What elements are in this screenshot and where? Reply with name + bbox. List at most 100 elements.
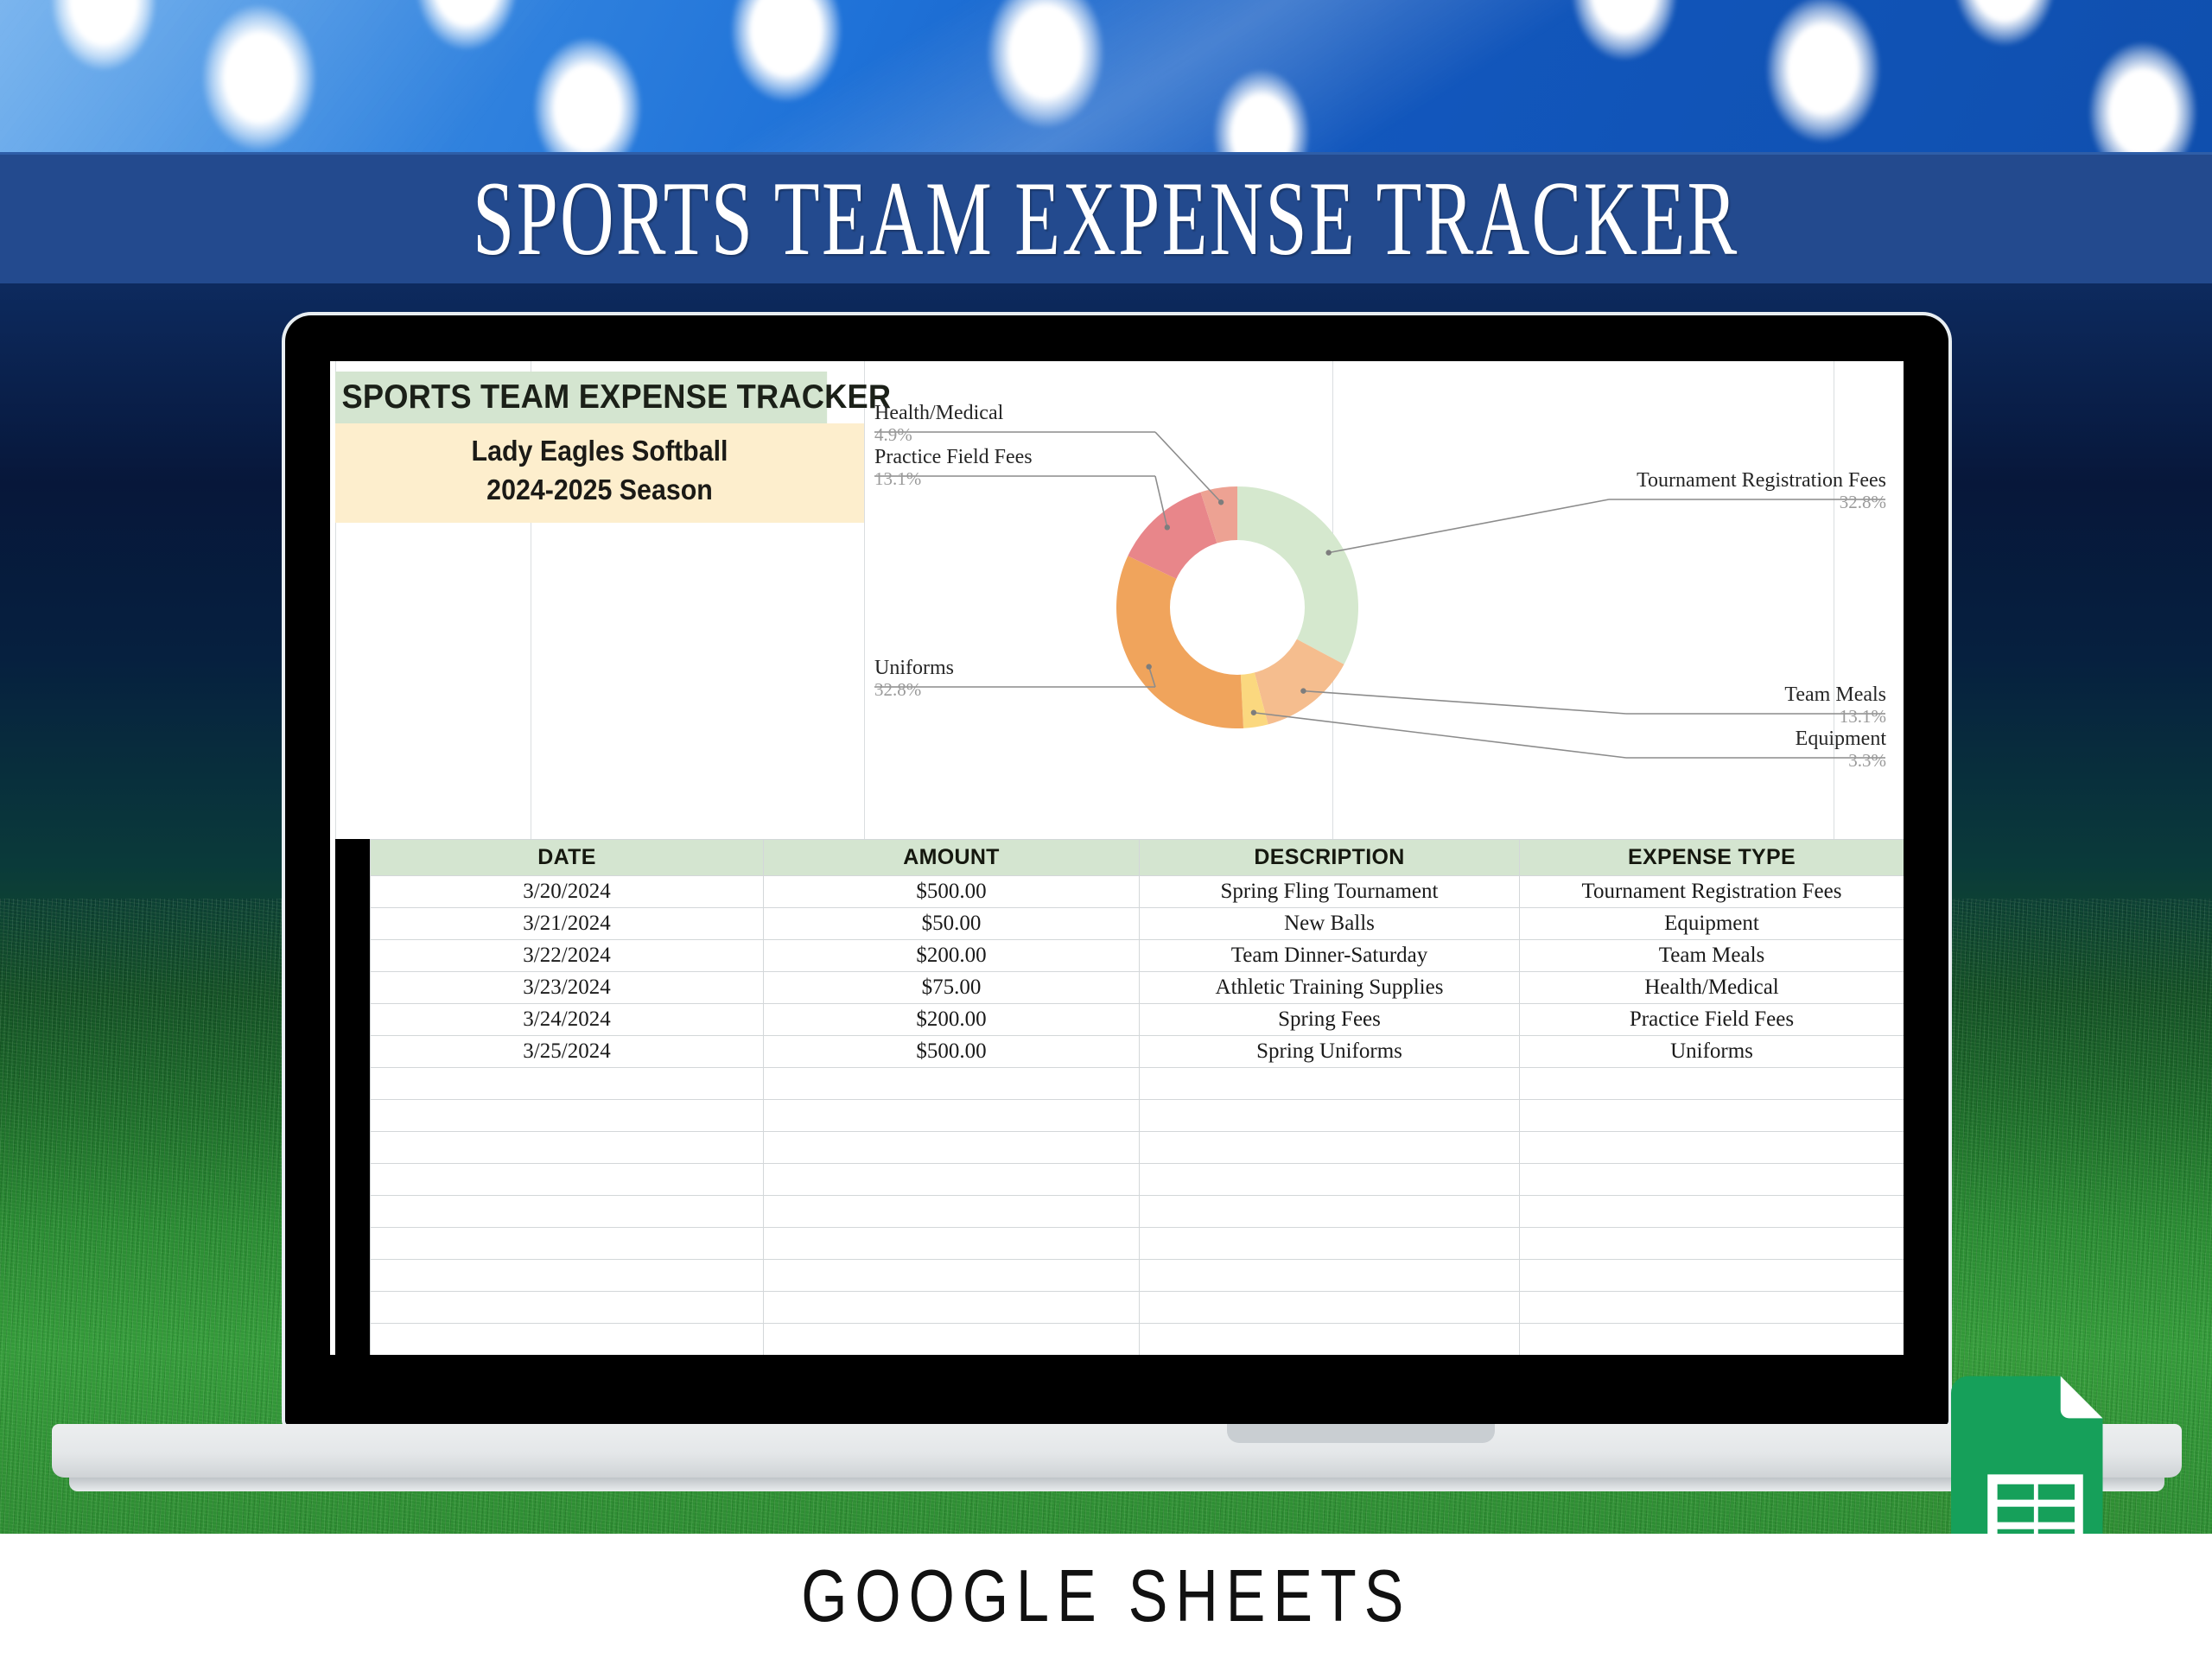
table-row-empty[interactable]	[370, 1131, 1904, 1164]
table-cell-empty[interactable]	[1139, 1227, 1520, 1260]
table-cell-empty[interactable]	[1519, 1163, 1904, 1196]
spreadsheet: SPORTS TEAM EXPENSE TRACKER Lady Eagles …	[330, 361, 1904, 1355]
callout-leader-line	[1328, 499, 1610, 554]
table-cell-description[interactable]: Spring Uniforms	[1139, 1035, 1520, 1068]
table-cell-date[interactable]: 3/24/2024	[370, 1003, 764, 1036]
table-cell-empty[interactable]	[763, 1323, 1140, 1355]
table-cell-empty[interactable]	[763, 1131, 1140, 1164]
table-cell-empty[interactable]	[370, 1227, 764, 1260]
table-row-empty[interactable]	[370, 1259, 1904, 1292]
sheet-title: SPORTS TEAM EXPENSE TRACKER	[335, 372, 891, 423]
chart-label-equipment: Equipment 3.3%	[1795, 728, 1886, 771]
column-header-expense-type[interactable]: EXPENSE TYPE	[1519, 839, 1904, 876]
table-row[interactable]: 3/20/2024 $500.00 Spring Fling Tournament T…	[370, 875, 1904, 908]
donut-slice-practice-field-fees	[1128, 492, 1217, 580]
table-row[interactable]: 3/21/2024 $50.00 New Balls Equipment	[370, 907, 1904, 940]
table-cell-amount[interactable]: $500.00	[763, 875, 1140, 908]
table-cell-expense-type[interactable]: Team Meals	[1519, 939, 1904, 972]
table-cell-expense-type[interactable]: Tournament Registration Fees	[1519, 875, 1904, 908]
table-cell-empty[interactable]	[1139, 1131, 1520, 1164]
table-cell-empty[interactable]	[1139, 1195, 1520, 1228]
callout-anchor-dot	[1146, 664, 1152, 670]
table-cell-date[interactable]: 3/23/2024	[370, 971, 764, 1004]
table-cell-amount[interactable]: $500.00	[763, 1035, 1140, 1068]
table-row[interactable]: 3/23/2024 $75.00 Athletic Training Supplie…	[370, 971, 1904, 1004]
table-cell-date[interactable]: 3/20/2024	[370, 875, 764, 908]
footer-label: GOOGLE SHEETS	[800, 1554, 1412, 1638]
table-cell-amount[interactable]: $200.00	[763, 939, 1140, 972]
table-cell-empty[interactable]	[1139, 1099, 1520, 1132]
expense-table[interactable]: DATE AMOUNT DESCRIPTION EXPENSE TYPE 3/2…	[370, 839, 1904, 1355]
table-cell-empty[interactable]	[1519, 1259, 1904, 1292]
column-header-description[interactable]: DESCRIPTION	[1139, 839, 1520, 876]
table-cell-description[interactable]: Team Dinner-Saturday	[1139, 939, 1520, 972]
table-cell-empty[interactable]	[1519, 1323, 1904, 1355]
table-row-empty[interactable]	[370, 1323, 1904, 1355]
table-row-empty[interactable]	[370, 1195, 1904, 1228]
chart-label-health-medical: Health/Medical 4.9%	[874, 402, 1004, 445]
table-cell-empty[interactable]	[370, 1323, 764, 1355]
table-cell-amount[interactable]: $75.00	[763, 971, 1140, 1004]
table-cell-empty[interactable]	[763, 1227, 1140, 1260]
table-cell-date[interactable]: 3/22/2024	[370, 939, 764, 972]
table-cell-empty[interactable]	[1519, 1067, 1904, 1100]
table-row-empty[interactable]	[370, 1099, 1904, 1132]
laptop-base	[52, 1424, 2182, 1478]
callout-anchor-dot	[1164, 524, 1171, 531]
table-cell-description[interactable]: Athletic Training Supplies	[1139, 971, 1520, 1004]
table-cell-empty[interactable]	[1139, 1291, 1520, 1324]
table-cell-empty[interactable]	[1519, 1099, 1904, 1132]
table-cell-empty[interactable]	[1519, 1131, 1904, 1164]
expense-donut-chart: Health/Medical 4.9% Practice Field Fees …	[849, 361, 1904, 839]
table-cell-description[interactable]: Spring Fees	[1139, 1003, 1520, 1036]
table-row[interactable]: 3/24/2024 $200.00 Spring Fees Practice Fiel…	[370, 1003, 1904, 1036]
callout-anchor-dots	[1146, 499, 1332, 715]
sheet-subtitle-block: Lady Eagles Softball 2024-2025 Season	[335, 423, 864, 524]
table-cell-empty[interactable]	[370, 1195, 764, 1228]
table-cell-description[interactable]: New Balls	[1139, 907, 1520, 940]
table-cell-empty[interactable]	[1139, 1163, 1520, 1196]
table-cell-empty[interactable]	[370, 1131, 764, 1164]
table-cell-empty[interactable]	[370, 1291, 764, 1324]
table-cell-empty[interactable]	[1139, 1323, 1520, 1355]
table-cell-empty[interactable]	[1519, 1227, 1904, 1260]
table-row-empty[interactable]	[370, 1067, 1904, 1100]
laptop-lid: SPORTS TEAM EXPENSE TRACKER Lady Eagles …	[285, 315, 1948, 1426]
table-cell-empty[interactable]	[763, 1291, 1140, 1324]
table-cell-amount[interactable]: $50.00	[763, 907, 1140, 940]
table-cell-empty[interactable]	[370, 1259, 764, 1292]
chart-label-team-meals: Team Meals 13.1%	[1784, 683, 1886, 727]
table-row-empty[interactable]	[370, 1291, 1904, 1324]
table-row-empty[interactable]	[370, 1227, 1904, 1260]
table-row[interactable]: 3/22/2024 $200.00 Team Dinner-Saturday Team…	[370, 939, 1904, 972]
chart-label-practice-field-fees: Practice Field Fees 13.1%	[874, 446, 1033, 489]
table-cell-expense-type[interactable]: Practice Field Fees	[1519, 1003, 1904, 1036]
table-cell-empty[interactable]	[763, 1099, 1140, 1132]
table-cell-date[interactable]: 3/21/2024	[370, 907, 764, 940]
table-cell-expense-type[interactable]: Health/Medical	[1519, 971, 1904, 1004]
table-cell-empty[interactable]	[763, 1259, 1140, 1292]
column-header-date[interactable]: DATE	[370, 839, 764, 876]
table-cell-empty[interactable]	[763, 1067, 1140, 1100]
column-header-amount[interactable]: AMOUNT	[763, 839, 1140, 876]
table-cell-empty[interactable]	[1519, 1195, 1904, 1228]
expense-table-zone: DATE AMOUNT DESCRIPTION EXPENSE TYPE 3/2…	[330, 839, 1904, 1355]
table-cell-empty[interactable]	[763, 1163, 1140, 1196]
table-cell-empty[interactable]	[1519, 1291, 1904, 1324]
table-cell-empty[interactable]	[370, 1067, 764, 1100]
chart-label-uniforms: Uniforms 32.8%	[874, 657, 954, 700]
table-cell-expense-type[interactable]: Uniforms	[1519, 1035, 1904, 1068]
table-row[interactable]: 3/25/2024 $500.00 Spring Uniforms Uniforms	[370, 1035, 1904, 1068]
stadium-lights-image	[0, 0, 2212, 152]
table-cell-date[interactable]: 3/25/2024	[370, 1035, 764, 1068]
table-cell-empty[interactable]	[1139, 1259, 1520, 1292]
table-cell-empty[interactable]	[370, 1163, 764, 1196]
table-cell-empty[interactable]	[763, 1195, 1140, 1228]
table-cell-description[interactable]: Spring Fling Tournament	[1139, 875, 1520, 908]
table-cell-empty[interactable]	[1139, 1067, 1520, 1100]
table-cell-empty[interactable]	[370, 1099, 764, 1132]
table-cell-amount[interactable]: $200.00	[763, 1003, 1140, 1036]
table-cell-expense-type[interactable]: Equipment	[1519, 907, 1904, 940]
table-row-empty[interactable]	[370, 1163, 1904, 1196]
